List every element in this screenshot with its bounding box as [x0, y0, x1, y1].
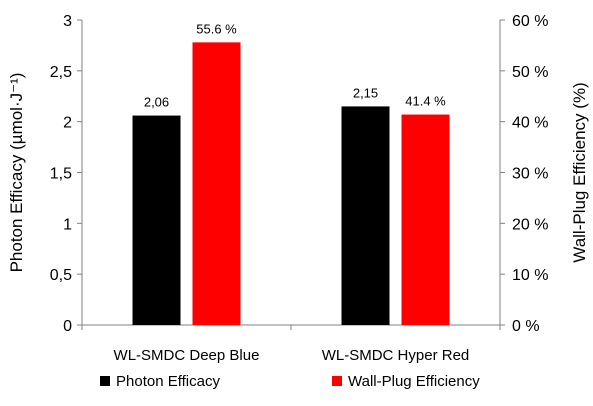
- y-tick-label-right: 40 %: [512, 115, 548, 132]
- data-label: 55.6 %: [196, 21, 237, 36]
- y-tick-label-left: 1,5: [50, 166, 72, 183]
- y-tick-label-left: 3: [63, 13, 72, 30]
- data-label: 2,06: [144, 95, 169, 110]
- y-tick-label-left: 0,5: [50, 267, 72, 284]
- y-tick-label-left: 0: [63, 318, 72, 335]
- data-label: 41.4 %: [405, 94, 446, 109]
- legend-swatch-photon-efficacy: [100, 376, 110, 386]
- y-tick-label-right: 0 %: [512, 318, 540, 335]
- y-tick-label-right: 60 %: [512, 13, 548, 30]
- y-tick-label-right: 50 %: [512, 64, 548, 81]
- bars: [132, 42, 450, 326]
- y-tick-label-left: 1: [63, 216, 72, 233]
- x-category-label: WL-SMDC Deep Blue: [114, 347, 260, 364]
- legend: Photon Efficacy Wall-Plug Efficiency: [100, 373, 480, 390]
- y-tick-label-right: 10 %: [512, 267, 548, 284]
- y-tick-label-left: 2: [63, 115, 72, 132]
- legend-swatch-wall-plug-efficiency: [332, 376, 342, 386]
- y-axis-title-left: Photon Efficacy (µmol·J⁻¹): [7, 73, 26, 273]
- bar-photon-efficacy: [341, 106, 390, 326]
- bar-wall-plug-efficiency: [401, 114, 450, 325]
- bar-photon-efficacy: [132, 115, 181, 325]
- data-label: 2,15: [353, 85, 378, 100]
- bar-wall-plug-efficiency: [192, 42, 241, 325]
- y-axis-title-right: Wall-Plug Efficiency (%): [570, 82, 589, 262]
- x-category-label: WL-SMDC Hyper Red: [322, 347, 470, 364]
- y-tick-label-right: 20 %: [512, 216, 548, 233]
- legend-label: Wall-Plug Efficiency: [348, 373, 480, 390]
- legend-label: Photon Efficacy: [116, 373, 220, 390]
- labels: 00,511,522,530 %10 %20 %30 %40 %50 %60 %…: [7, 13, 589, 364]
- y-tick-label-right: 30 %: [512, 166, 548, 183]
- y-tick-label-left: 2,5: [50, 64, 72, 81]
